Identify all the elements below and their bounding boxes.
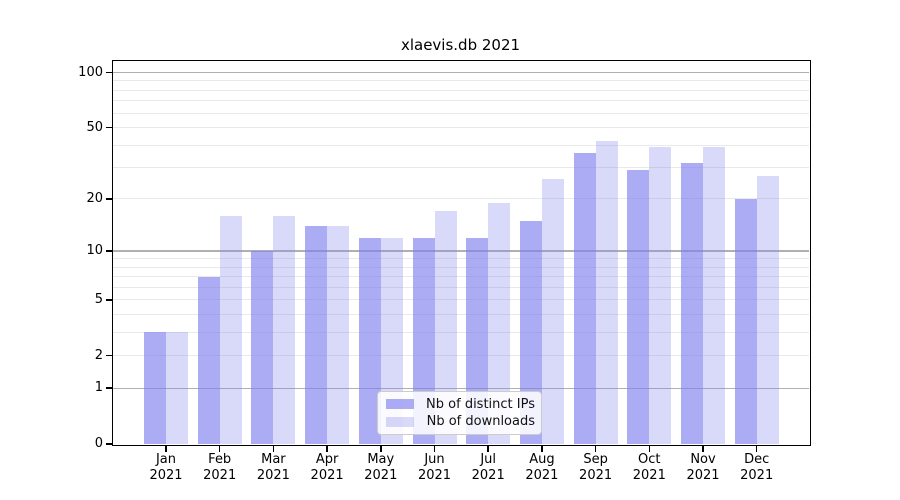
major-gridline [113, 71, 809, 74]
bar-ips-feb [197, 276, 220, 444]
bar-downloads-dec [756, 175, 779, 444]
plot-area [113, 61, 809, 444]
major-gridline [113, 250, 809, 252]
bar-downloads-jul [488, 202, 511, 444]
bar-downloads-feb [219, 215, 242, 444]
bar-downloads-aug [541, 178, 564, 444]
minor-gridline [113, 144, 809, 146]
x-tick-mark [487, 446, 489, 452]
minor-gridline [113, 167, 809, 169]
x-tick-mark [165, 446, 167, 452]
y-tick-label: 2 [94, 347, 103, 363]
minor-gridline [113, 80, 809, 82]
major-gridline [113, 387, 809, 389]
bar-downloads-oct [649, 147, 672, 444]
legend-label-ips: Nb of distinct IPs [426, 396, 535, 412]
y-tick-label: 0 [94, 436, 103, 451]
legend-label-downloads: Nb of downloads [426, 414, 535, 430]
bar-downloads-jun [434, 211, 457, 444]
y-tick-mark [106, 299, 112, 301]
bar-downloads-nov [703, 147, 725, 444]
x-tick-label: Aug 2021 [525, 452, 559, 483]
bar-ips-mar [251, 251, 274, 444]
bar-downloads-jan [166, 332, 188, 444]
legend: Nb of distinct IPs Nb of downloads [377, 391, 542, 435]
legend-item-downloads: Nb of downloads [384, 414, 535, 429]
x-tick-label: Sep 2021 [579, 452, 613, 483]
y-tick-mark [106, 126, 112, 129]
downloads-swatch-icon [386, 416, 414, 427]
x-tick-label: Mar 2021 [256, 452, 290, 483]
bar-downloads-mar [273, 215, 296, 444]
x-tick-label: Nov 2021 [686, 452, 720, 483]
minor-gridline [113, 299, 809, 301]
x-tick-mark [433, 446, 436, 452]
minor-gridline [113, 266, 809, 268]
y-tick-mark [106, 250, 112, 252]
minor-gridline [113, 89, 809, 91]
x-tick-label: May 2021 [364, 452, 398, 483]
x-tick-mark [272, 446, 275, 452]
bar-ips-oct [627, 170, 650, 444]
y-tick-mark [106, 387, 112, 389]
x-tick-label: Dec 2021 [740, 452, 774, 483]
y-tick-label: 10 [86, 243, 103, 259]
y-tick-mark [106, 198, 112, 200]
bar-ips-dec [734, 198, 757, 444]
x-tick-label: Oct 2021 [632, 452, 666, 483]
x-tick-label: Feb 2021 [203, 452, 237, 483]
bar-downloads-sep [595, 141, 618, 444]
x-tick-mark [648, 446, 651, 452]
y-tick-label: 5 [94, 291, 103, 307]
ips-swatch-icon [386, 399, 414, 410]
minor-gridline [113, 313, 809, 315]
y-tick-mark [106, 354, 112, 357]
bar-ips-apr [305, 226, 328, 444]
bar-ips-may [358, 237, 381, 444]
x-tick-mark [541, 446, 543, 452]
bar-ips-nov [681, 162, 703, 444]
minor-gridline [113, 355, 809, 357]
minor-gridline [113, 112, 809, 114]
y-tick-mark [106, 71, 112, 74]
minor-gridline [113, 127, 809, 129]
y-tick-mark [106, 443, 112, 445]
minor-gridline [113, 198, 809, 200]
x-tick-label: Jun 2021 [417, 452, 452, 483]
minor-gridline [113, 100, 809, 102]
minor-gridline [113, 258, 809, 260]
x-tick-mark [380, 446, 382, 452]
bar-ips-sep [573, 153, 596, 444]
y-tick-label: 50 [86, 119, 103, 135]
y-tick-label: 100 [78, 64, 103, 80]
bar-ips-jan [144, 332, 166, 444]
x-tick-label: Jan 2021 [149, 452, 183, 483]
x-tick-label: Apr 2021 [310, 452, 344, 483]
minor-gridline [113, 286, 809, 288]
x-tick-label: Jul 2021 [471, 452, 505, 483]
minor-gridline [113, 276, 809, 278]
x-tick-mark [218, 446, 221, 452]
bar-ips-aug [519, 220, 542, 444]
x-tick-mark [702, 446, 704, 452]
x-tick-mark [326, 446, 328, 452]
legend-item-ips: Nb of distinct IPs [384, 397, 535, 412]
minor-gridline [113, 331, 809, 333]
chart-title: xlaevis.db 2021 [400, 36, 521, 54]
x-tick-mark [755, 446, 758, 452]
bar-downloads-apr [327, 226, 350, 444]
y-tick-label: 20 [86, 190, 103, 206]
y-tick-label: 1 [94, 380, 103, 396]
x-tick-mark [594, 446, 597, 452]
